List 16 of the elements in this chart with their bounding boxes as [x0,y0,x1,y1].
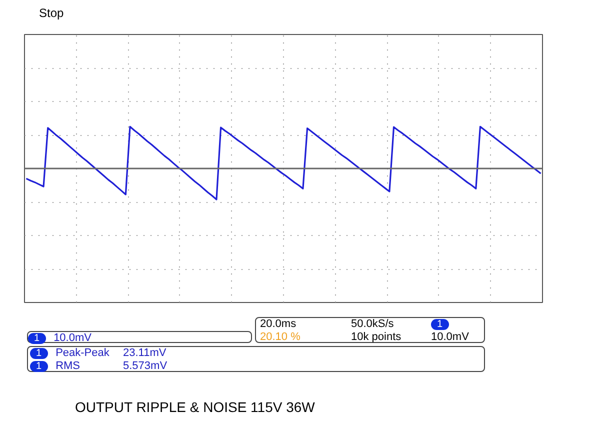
text: 20.0ms [260,318,296,331]
text: Peak-Peak [56,347,110,359]
text: 1 [30,361,48,372]
text: 10.0mV [431,331,469,344]
text: Stop [38,5,64,22]
text: 10.0mV [54,332,92,344]
text: OUTPUT RIPPLE & NOISE 115V 36W [74,398,315,417]
text: 23.11mV [123,347,166,360]
text: 20.10 % [260,331,300,344]
text: 1 [28,333,46,344]
text: 5.573mV [123,360,168,373]
text: 10k points [351,331,402,344]
text: 1 [30,348,48,359]
text: 1 [431,319,449,330]
text: 50.0kS/s [351,318,394,331]
text: RMS [56,360,80,372]
